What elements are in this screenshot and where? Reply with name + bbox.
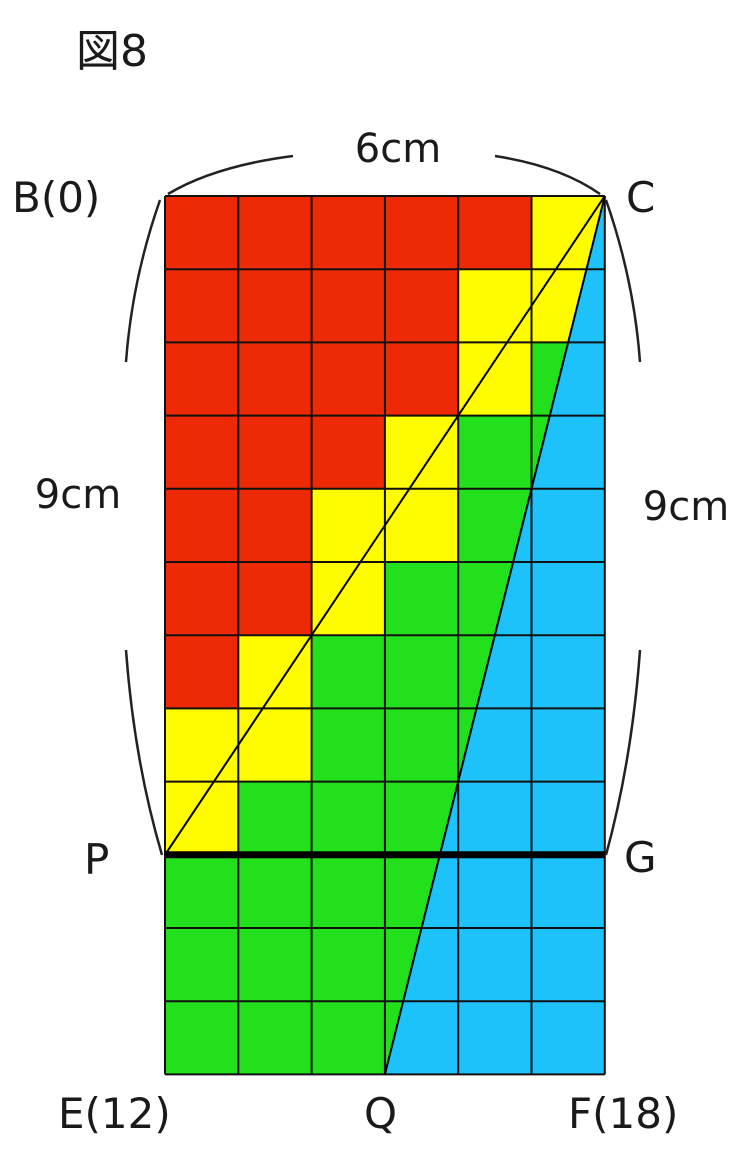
grid-cell [311, 781, 386, 856]
point-label-g: G [624, 833, 657, 882]
grid-cell [238, 562, 313, 636]
point-label-p: P [84, 835, 109, 884]
grid-cell [311, 854, 386, 929]
point-label-q: Q [364, 1089, 397, 1138]
grid-cell [311, 928, 386, 1002]
grid-cell [458, 269, 532, 343]
grid-cell [165, 488, 239, 563]
grid-cell [238, 342, 313, 417]
grid-cell [384, 488, 459, 563]
grid-cell [311, 196, 386, 270]
grid-cell [311, 562, 386, 636]
grid-cell [165, 415, 239, 490]
grid-cell [458, 342, 532, 417]
grid-cell [311, 342, 386, 417]
point-label-c: C [626, 173, 655, 222]
grid-cell [238, 488, 313, 563]
dimension-arc-left-upper [124, 199, 162, 363]
grid-cell [384, 342, 459, 417]
grid-cell [165, 635, 239, 709]
grid-cell [384, 415, 459, 490]
segment-c-p [164, 195, 606, 856]
left-dimension-label: 9cm [35, 472, 121, 518]
grid-cell [311, 269, 386, 343]
point-label-f: F(18) [568, 1089, 678, 1138]
grid-cell [238, 635, 313, 709]
figure-title: 図8 [76, 26, 148, 77]
grid-cell [384, 635, 459, 709]
grid-cell [165, 562, 239, 636]
dimension-arc-right-lower [604, 649, 642, 856]
dimension-arc-top-left [167, 154, 294, 196]
grid-cell [384, 196, 459, 270]
grid-cell [238, 1001, 313, 1075]
dimension-arc-top-right [494, 154, 601, 196]
grid-cell [165, 269, 239, 343]
top-dimension-label: 6cm [355, 126, 441, 172]
segment-c-q [383, 195, 606, 1075]
grid-cell [238, 928, 313, 1002]
point-label-e: E(12) [58, 1089, 171, 1138]
grid-cell [165, 854, 239, 929]
grid-cell [311, 708, 386, 783]
grid-cell [238, 415, 313, 490]
dimension-arc-left-lower [124, 649, 164, 856]
grid-cell [458, 196, 532, 270]
grid-cell [311, 635, 386, 709]
grid-cell [238, 269, 313, 343]
grid-cell [311, 1001, 386, 1075]
grid-cell [311, 415, 386, 490]
grid-cell [165, 1001, 239, 1075]
grid-cell [384, 269, 459, 343]
grid-lines [164, 195, 606, 1076]
grid-cell [311, 488, 386, 563]
grid-cell [165, 781, 239, 856]
grid-cell [238, 708, 313, 783]
point-label-b: B(0) [12, 173, 100, 222]
grid-cell [384, 708, 459, 783]
grid-cell [238, 854, 313, 929]
dimension-arc-right-upper [604, 199, 642, 363]
right-dimension-label: 9cm [643, 484, 729, 530]
grid-cell [165, 196, 239, 270]
grid-cell [458, 415, 532, 490]
grid-cell [165, 928, 239, 1002]
grid-cell [165, 342, 239, 417]
grid-cell [165, 708, 239, 783]
grid-cell [384, 562, 459, 636]
grid-cell [238, 196, 313, 270]
grid-cell [238, 781, 313, 856]
